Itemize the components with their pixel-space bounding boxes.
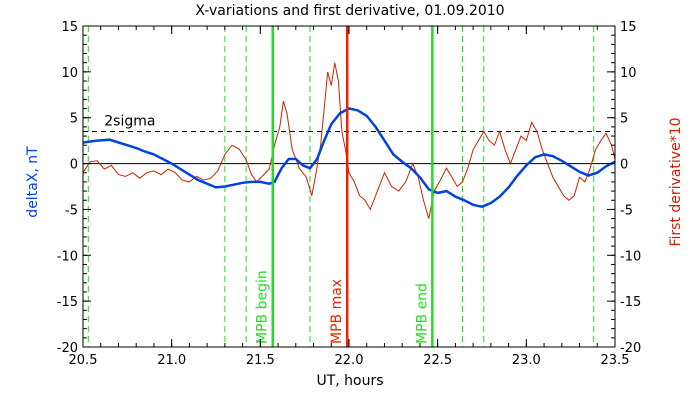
y-tick-label-left: 10 bbox=[61, 66, 78, 81]
sigma-label: 2sigma bbox=[104, 113, 155, 129]
vertical-marker-label: MPB end bbox=[414, 283, 430, 344]
y-axis-right-label: First derivative*10 bbox=[668, 117, 684, 246]
y-tick-label-right: -20 bbox=[620, 341, 641, 356]
x-tick-label: 21.0 bbox=[157, 353, 186, 368]
y-axis-left-label: deltaX, nT bbox=[25, 146, 41, 218]
y-tick-label-right: 5 bbox=[620, 112, 628, 127]
vertical-marker-label: MPB begin bbox=[255, 270, 271, 344]
x-tick-label: 23.0 bbox=[512, 353, 541, 368]
plot-frame bbox=[82, 25, 616, 348]
y-tick-label-right: 0 bbox=[620, 158, 628, 173]
x-axis-label: UT, hours bbox=[316, 373, 383, 389]
x-tick-label: 22.0 bbox=[335, 353, 364, 368]
derivative-series-line bbox=[82, 62, 616, 219]
chart-title: X-variations and first derivative, 01.09… bbox=[195, 3, 504, 19]
y-tick-label-right: -10 bbox=[620, 249, 641, 264]
x-tick-label: 21.5 bbox=[246, 353, 275, 368]
y-tick-label-left: 5 bbox=[70, 112, 78, 127]
y-tick-label-right: -5 bbox=[620, 203, 633, 218]
y-tick-label-right: 15 bbox=[620, 20, 637, 35]
y-tick-label-left: 15 bbox=[61, 20, 78, 35]
y-tick-label-right: 10 bbox=[620, 66, 637, 81]
vertical-marker-label: MPB max bbox=[329, 279, 345, 344]
y-tick-label-left: -5 bbox=[65, 203, 78, 218]
y-tick-label-left: -20 bbox=[57, 341, 78, 356]
x-tick-label: 23.5 bbox=[601, 353, 630, 368]
y-tick-label-left: -10 bbox=[57, 249, 78, 264]
y-tick-label-left: 0 bbox=[70, 158, 78, 173]
y-tick-label-left: -15 bbox=[57, 295, 78, 310]
deltax-series-line bbox=[82, 107, 616, 209]
y-tick-label-right: -15 bbox=[620, 295, 641, 310]
plot-area: 2sigma MPB begin MPB max MPB end 20.5 21.0 21.… bbox=[57, 20, 641, 368]
x-tick-label: 20.5 bbox=[69, 353, 98, 368]
x-tick-label: 22.5 bbox=[423, 353, 452, 368]
